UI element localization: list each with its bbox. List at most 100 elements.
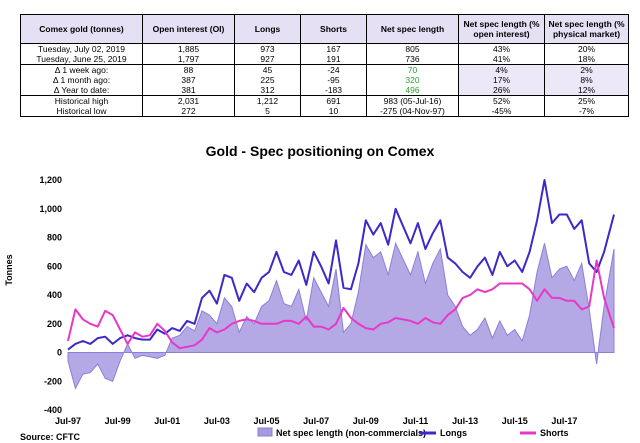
cell-longs: 927 bbox=[234, 54, 301, 65]
y-tick-label: 600 bbox=[47, 261, 62, 271]
cell-shorts: 167 bbox=[300, 43, 367, 54]
cell-pct-oi: 26% bbox=[458, 85, 545, 96]
cell-net: -275 (04-Nov-97) bbox=[366, 106, 459, 117]
cell-oi: 381 bbox=[142, 85, 235, 96]
y-tick-label: 400 bbox=[47, 290, 62, 300]
x-tick-label: Jul-07 bbox=[303, 416, 329, 426]
cell-shorts: -24 bbox=[300, 64, 367, 75]
legend-label: Shorts bbox=[540, 428, 569, 438]
source-note: Source: CFTC bbox=[20, 432, 81, 442]
cell-pct-phys: 20% bbox=[544, 43, 629, 54]
y-tick-label: 800 bbox=[47, 233, 62, 243]
legend-swatch-net-spec bbox=[257, 427, 273, 437]
row-label: Tuesday, June 25, 2019 bbox=[20, 54, 143, 65]
table-row: Tuesday, July 02, 2019 1,885 973 167 805… bbox=[20, 43, 629, 54]
cell-pct-phys: 25% bbox=[544, 95, 629, 106]
cell-oi: 88 bbox=[142, 64, 235, 75]
cell-oi: 2,031 bbox=[142, 95, 235, 106]
cell-pct-phys: 2% bbox=[544, 64, 629, 75]
cell-pct-phys: 8% bbox=[544, 75, 629, 85]
legend-label: Longs bbox=[440, 428, 467, 438]
cell-longs: 312 bbox=[234, 85, 301, 96]
cell-longs: 225 bbox=[234, 75, 301, 85]
table-row: Historical low 272 5 10 -275 (04-Nov-97)… bbox=[20, 106, 629, 117]
cell-oi: 387 bbox=[142, 75, 235, 85]
cell-net: 320 bbox=[366, 75, 459, 85]
row-label: Δ 1 week ago: bbox=[20, 64, 143, 75]
cell-pct-oi: 52% bbox=[458, 95, 545, 106]
cell-pct-oi: -45% bbox=[458, 106, 545, 117]
cell-shorts: -183 bbox=[300, 85, 367, 96]
net-spec-area bbox=[67, 241, 615, 390]
cell-shorts: 191 bbox=[300, 54, 367, 65]
chart-legend: Net spec length (non-commercials) Longs Sh… bbox=[257, 427, 569, 438]
positioning-table-grid: Comex gold (tonnes) Open interest (OI) L… bbox=[20, 14, 629, 117]
x-tick-label: Jul-05 bbox=[254, 416, 280, 426]
cell-pct-phys: 12% bbox=[544, 85, 629, 96]
y-axis-label: Tonnes bbox=[4, 254, 14, 285]
cell-net: 736 bbox=[366, 54, 459, 65]
y-tick-label: 200 bbox=[47, 319, 62, 329]
cell-pct-oi: 43% bbox=[458, 43, 545, 54]
positioning-table: Comex gold (tonnes) Open interest (OI) L… bbox=[20, 14, 629, 117]
legend-label: Net spec length (non-commercials) bbox=[276, 428, 426, 438]
table-row: Δ 1 week ago: 88 45 -24 70 4% 2% bbox=[20, 64, 629, 75]
header-shorts: Shorts bbox=[300, 14, 367, 44]
row-label: Δ 1 month ago: bbox=[20, 75, 143, 85]
y-tick-label: -400 bbox=[44, 405, 62, 415]
cell-pct-oi: 41% bbox=[458, 54, 545, 65]
header-net-spec-pct-physical: Net spec length (% physical market) bbox=[544, 14, 629, 44]
table-row: Δ Year to date: 381 312 -183 496 26% 12% bbox=[20, 85, 629, 96]
table-header-row: Comex gold (tonnes) Open interest (OI) L… bbox=[20, 14, 629, 44]
longs-line bbox=[67, 179, 615, 351]
spec-positioning-chart: -400 -200 0 200 400 600 800 1,000 1,200 Jul-97 Ju… bbox=[4, 175, 615, 442]
header-longs: Longs bbox=[234, 14, 301, 44]
x-axis-ticks: Jul-97 Jul-99 Jul-01 Jul-03 Jul-05 Jul-07 Jul-… bbox=[55, 416, 577, 426]
x-tick-label: Jul-97 bbox=[55, 416, 81, 426]
y-tick-label: 0 bbox=[57, 348, 62, 358]
table-row: Tuesday, June 25, 2019 1,797 927 191 736… bbox=[20, 54, 629, 65]
net-spec-area-series bbox=[67, 241, 615, 390]
cell-shorts: 691 bbox=[300, 95, 367, 106]
x-tick-label: Jul-09 bbox=[353, 416, 379, 426]
cell-pct-phys: 18% bbox=[544, 54, 629, 65]
header-open-interest: Open interest (OI) bbox=[142, 14, 235, 44]
cell-net: 70 bbox=[366, 64, 459, 75]
line-series bbox=[67, 179, 615, 351]
header-net-spec-length: Net spec length bbox=[366, 14, 459, 44]
table-row: Historical high 2,031 1,212 691 983 (05-… bbox=[20, 95, 629, 106]
shorts-line bbox=[67, 259, 615, 350]
cell-oi: 1,797 bbox=[142, 54, 235, 65]
row-label: Δ Year to date: bbox=[20, 85, 143, 96]
cell-shorts: -95 bbox=[300, 75, 367, 85]
row-label: Historical low bbox=[20, 106, 143, 117]
header-comex-gold: Comex gold (tonnes) bbox=[20, 14, 143, 44]
chart-title: Gold - Spec positioning on Comex bbox=[205, 143, 435, 159]
y-tick-label: 1,000 bbox=[39, 204, 62, 214]
cell-pct-oi: 17% bbox=[458, 75, 545, 85]
cell-net: 496 bbox=[366, 85, 459, 96]
cell-shorts: 10 bbox=[300, 106, 367, 117]
x-tick-label: Jul-99 bbox=[105, 416, 131, 426]
x-tick-label: Jul-11 bbox=[403, 416, 429, 426]
cell-oi: 1,885 bbox=[142, 43, 235, 54]
y-tick-label: 1,200 bbox=[39, 175, 62, 185]
cell-longs: 1,212 bbox=[234, 95, 301, 106]
y-axis-ticks: -400 -200 0 200 400 600 800 1,000 1,200 bbox=[39, 175, 62, 415]
cell-longs: 5 bbox=[234, 106, 301, 117]
cell-longs: 973 bbox=[234, 43, 301, 54]
x-tick-label: Jul-01 bbox=[154, 416, 180, 426]
cell-net: 983 (05-Jul-16) bbox=[366, 95, 459, 106]
cell-oi: 272 bbox=[142, 106, 235, 117]
x-tick-label: Jul-17 bbox=[551, 416, 577, 426]
x-tick-label: Jul-15 bbox=[502, 416, 528, 426]
y-tick-label: -200 bbox=[44, 376, 62, 386]
cell-pct-phys: -7% bbox=[544, 106, 629, 117]
cell-longs: 45 bbox=[234, 64, 301, 75]
cell-net: 805 bbox=[366, 43, 459, 54]
header-net-spec-pct-oi: Net spec length (% open interest) bbox=[458, 14, 545, 44]
x-tick-label: Jul-13 bbox=[452, 416, 478, 426]
cell-pct-oi: 4% bbox=[458, 64, 545, 75]
row-label: Tuesday, July 02, 2019 bbox=[20, 43, 143, 54]
row-label: Historical high bbox=[20, 95, 143, 106]
